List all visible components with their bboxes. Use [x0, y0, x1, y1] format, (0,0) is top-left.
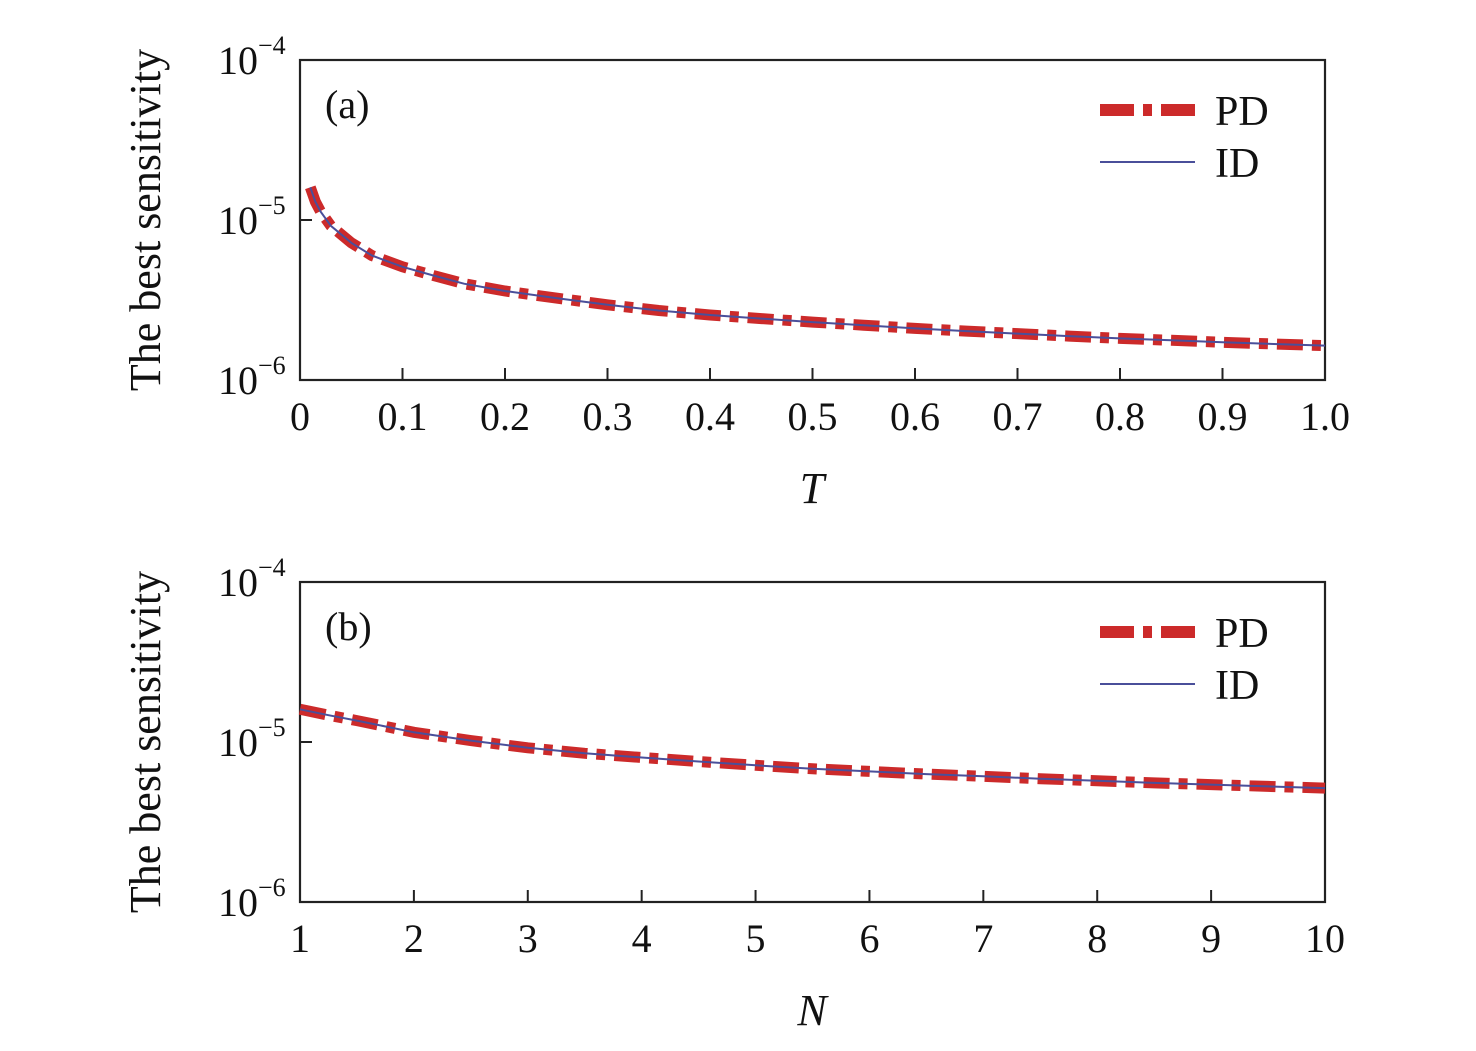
- series-line-id: [309, 186, 1326, 347]
- x-tick-label: 0.7: [993, 394, 1043, 439]
- y-tick-exponent: −5: [258, 191, 286, 220]
- legend-label-pd-a: PD: [1215, 89, 1269, 135]
- x-tick-label: 1.0: [1300, 394, 1350, 439]
- y-tick-exponent: −5: [258, 713, 286, 742]
- y-tick-label: 10: [218, 198, 258, 243]
- y-axis-label-a: The best sensitivity: [121, 49, 170, 391]
- panel-label-b: (b): [325, 604, 372, 649]
- x-tick-label: 3: [518, 916, 538, 961]
- x-axis-label-a: T: [800, 464, 828, 513]
- y-tick-label: 10: [218, 880, 258, 925]
- x-tick-label: 7: [973, 916, 993, 961]
- x-tick-label: 8: [1087, 916, 1107, 961]
- x-axis-label-b: N: [796, 986, 829, 1035]
- x-tick-label: 10: [1305, 916, 1345, 961]
- x-tick-label: 4: [632, 916, 652, 961]
- x-tick-label: 0.9: [1198, 394, 1248, 439]
- y-ticks-b: 10−610−510−4: [218, 553, 312, 925]
- y-tick-label: 10: [218, 560, 258, 605]
- series-line-id: [299, 708, 1326, 790]
- y-tick-exponent: −6: [258, 351, 286, 380]
- x-tick-label: 0.8: [1095, 394, 1145, 439]
- panel-b: 1 2 3 4 5 6 7 8 9 10 10−610−510−4 (b) The best se…: [121, 553, 1345, 1035]
- x-tick-label: 9: [1201, 916, 1221, 961]
- x-tick-label: 0: [290, 394, 310, 439]
- x-tick-label: 0.6: [890, 394, 940, 439]
- x-tick-label: 6: [859, 916, 879, 961]
- x-tick-label: 0.3: [583, 394, 633, 439]
- x-tick-label: 0.2: [480, 394, 530, 439]
- series-line-pd: [298, 703, 1326, 794]
- legend-b: PD ID: [1100, 611, 1269, 709]
- x-tick-label: 5: [746, 916, 766, 961]
- x-tick-label: 0.5: [788, 394, 838, 439]
- series-group-b: [298, 703, 1326, 794]
- y-tick-label: 10: [218, 38, 258, 83]
- panel-a: 0 0.1 0.2 0.3 0.4 0.5 0.6 0.7 0.8 0.9 1.0 10−610−5…: [121, 31, 1350, 513]
- y-tick-label: 10: [218, 720, 258, 765]
- y-ticks-a: 10−610−510−4: [218, 31, 312, 403]
- panel-label-a: (a): [325, 82, 369, 127]
- x-ticks-a: 0 0.1 0.2 0.3 0.4 0.5 0.6 0.7 0.8 0.9 1.0: [290, 368, 1350, 439]
- y-tick-exponent: −4: [258, 553, 286, 582]
- legend-label-id-a: ID: [1215, 141, 1259, 187]
- y-tick-exponent: −6: [258, 873, 286, 902]
- x-tick-label: 2: [404, 916, 424, 961]
- legend-label-id-b: ID: [1215, 663, 1259, 709]
- series-group-a: [305, 185, 1326, 352]
- legend-label-pd-b: PD: [1215, 611, 1269, 657]
- x-ticks-b: 1 2 3 4 5 6 7 8 9 10: [290, 890, 1345, 961]
- y-tick-exponent: −4: [258, 31, 286, 60]
- x-tick-label: 1: [290, 916, 310, 961]
- y-axis-label-b: The best sensitivity: [121, 571, 170, 913]
- x-tick-label: 0.1: [378, 394, 428, 439]
- x-tick-label: 0.4: [685, 394, 735, 439]
- legend-a: PD ID: [1100, 89, 1269, 187]
- y-tick-label: 10: [218, 358, 258, 403]
